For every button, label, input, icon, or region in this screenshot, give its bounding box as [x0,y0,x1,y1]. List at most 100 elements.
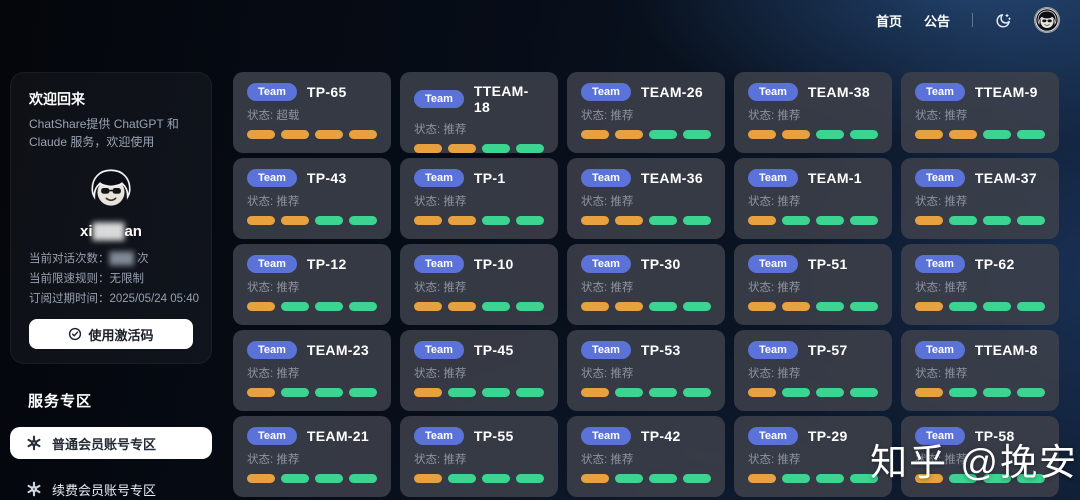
team-card[interactable]: Team TP-1 状态: 推荐 [400,158,558,239]
capacity-bars [414,302,544,311]
team-name: TP-62 [974,256,1015,272]
team-badge: Team [581,169,631,187]
team-card[interactable]: Team TEAM-37 状态: 推荐 [901,158,1059,239]
team-card[interactable]: Team TTEAM-18 状态: 推荐 [400,72,558,153]
capacity-bars [247,216,377,225]
team-status: 状态: 推荐 [581,196,634,208]
team-status: 状态: 推荐 [247,282,300,294]
sidebar-menu-item[interactable]: 普通会员账号专区 [10,427,212,460]
capacity-bar-green [482,216,510,225]
team-card[interactable]: Team TP-45 状态: 推荐 [400,330,558,411]
capacity-bar-orange [349,130,377,139]
team-status: 状态: 推荐 [915,368,968,380]
team-card[interactable]: Team TP-57 状态: 推荐 [734,330,892,411]
welcome-title: 欢迎回来 [29,91,85,107]
team-badge: Team [581,83,631,101]
team-badge: Team [915,427,965,445]
capacity-bar-green [516,144,544,153]
team-card[interactable]: Team TP-58 状态: 推荐 [901,416,1059,497]
team-card[interactable]: Team TTEAM-9 状态: 推荐 [901,72,1059,153]
team-card[interactable]: Team TP-30 状态: 推荐 [567,244,725,325]
team-badge: Team [748,169,798,187]
capacity-bars [414,474,544,483]
capacity-bar-green [949,302,977,311]
team-badge: Team [247,341,297,359]
capacity-bar-green [448,474,476,483]
team-card[interactable]: Team TEAM-21 状态: 推荐 [233,416,391,497]
team-status: 状态: 推荐 [748,454,801,466]
team-card[interactable]: Team TEAM-26 状态: 推荐 [567,72,725,153]
team-badge: Team [915,255,965,273]
team-card[interactable]: Team TP-53 状态: 推荐 [567,330,725,411]
capacity-bar-green [281,474,309,483]
team-card[interactable]: Team TTEAM-8 状态: 推荐 [901,330,1059,411]
team-name: TP-42 [640,428,681,444]
capacity-bars [581,216,711,225]
capacity-bar-green [615,474,643,483]
user-avatar-large [29,164,193,214]
capacity-bar-green [782,216,810,225]
welcome-card: 欢迎回来 ChatShare提供 ChatGPT 和 Claude 服务，欢迎使… [10,72,212,365]
capacity-bar-orange [949,130,977,139]
team-grid: Team TP-65 状态: 超载 Team TTEAM-18 状态: 推荐 Team TEA… [233,72,1059,497]
capacity-bar-green [615,388,643,397]
team-card[interactable]: Team TP-29 状态: 推荐 [734,416,892,497]
capacity-bar-green [850,216,878,225]
capacity-bar-orange [247,302,275,311]
menu-item-label: 续费会员账号专区 [52,482,157,498]
team-status: 状态: 推荐 [414,368,467,380]
team-card[interactable]: Team TEAM-23 状态: 推荐 [233,330,391,411]
nav-announcement-link[interactable]: 公告 [923,13,950,29]
team-card[interactable]: Team TP-65 状态: 超载 [233,72,391,153]
team-card[interactable]: Team TP-42 状态: 推荐 [567,416,725,497]
team-badge: Team [414,341,464,359]
capacity-bars [748,474,878,483]
team-card[interactable]: Team TEAM-38 状态: 推荐 [734,72,892,153]
capacity-bar-green [482,388,510,397]
team-status: 状态: 推荐 [414,196,467,208]
capacity-bar-orange [247,216,275,225]
capacity-bar-orange [581,302,609,311]
capacity-bars [915,302,1045,311]
team-name: TTEAM-8 [974,342,1038,358]
team-card[interactable]: Team TP-55 状态: 推荐 [400,416,558,497]
team-name: TP-45 [473,342,514,358]
team-card[interactable]: Team TEAM-1 状态: 推荐 [734,158,892,239]
team-card[interactable]: Team TP-62 状态: 推荐 [901,244,1059,325]
sidebar-menu-item[interactable]: 续费会员账号专区 [10,473,212,500]
nav-home-link[interactable]: 首页 [875,13,902,29]
capacity-bars [748,216,878,225]
team-name: TP-57 [807,342,848,358]
dark-mode-toggle[interactable] [995,12,1012,29]
team-status: 状态: 推荐 [748,110,801,122]
team-card[interactable]: Team TP-12 状态: 推荐 [233,244,391,325]
team-name: TP-12 [306,256,347,272]
team-card[interactable]: Team TP-10 状态: 推荐 [400,244,558,325]
team-badge: Team [581,341,631,359]
use-activation-code-button[interactable]: 使用激活码 [29,319,193,350]
user-avatar-small[interactable] [1034,7,1060,33]
team-status: 状态: 推荐 [915,282,968,294]
capacity-bar-green [850,302,878,311]
capacity-bars [414,144,544,153]
capacity-bars [915,130,1045,139]
team-name: TEAM-36 [640,170,703,186]
team-status: 状态: 推荐 [915,454,968,466]
capacity-bar-green [1017,130,1045,139]
capacity-bars [915,474,1045,483]
team-badge: Team [414,169,464,187]
capacity-bar-orange [448,302,476,311]
team-status: 状态: 推荐 [247,368,300,380]
capacity-bar-green [516,216,544,225]
team-card[interactable]: Team TP-43 状态: 推荐 [233,158,391,239]
team-badge: Team [247,427,297,445]
team-card[interactable]: Team TEAM-36 状态: 推荐 [567,158,725,239]
capacity-bars [247,302,377,311]
capacity-bar-orange [915,474,943,483]
capacity-bar-green [516,302,544,311]
team-card[interactable]: Team TP-51 状态: 推荐 [734,244,892,325]
team-name: TP-30 [640,256,681,272]
team-status: 状态: 推荐 [748,282,801,294]
sidebar: 欢迎回来 ChatShare提供 ChatGPT 和 Claude 服务，欢迎使… [10,72,212,500]
team-badge: Team [915,83,965,101]
